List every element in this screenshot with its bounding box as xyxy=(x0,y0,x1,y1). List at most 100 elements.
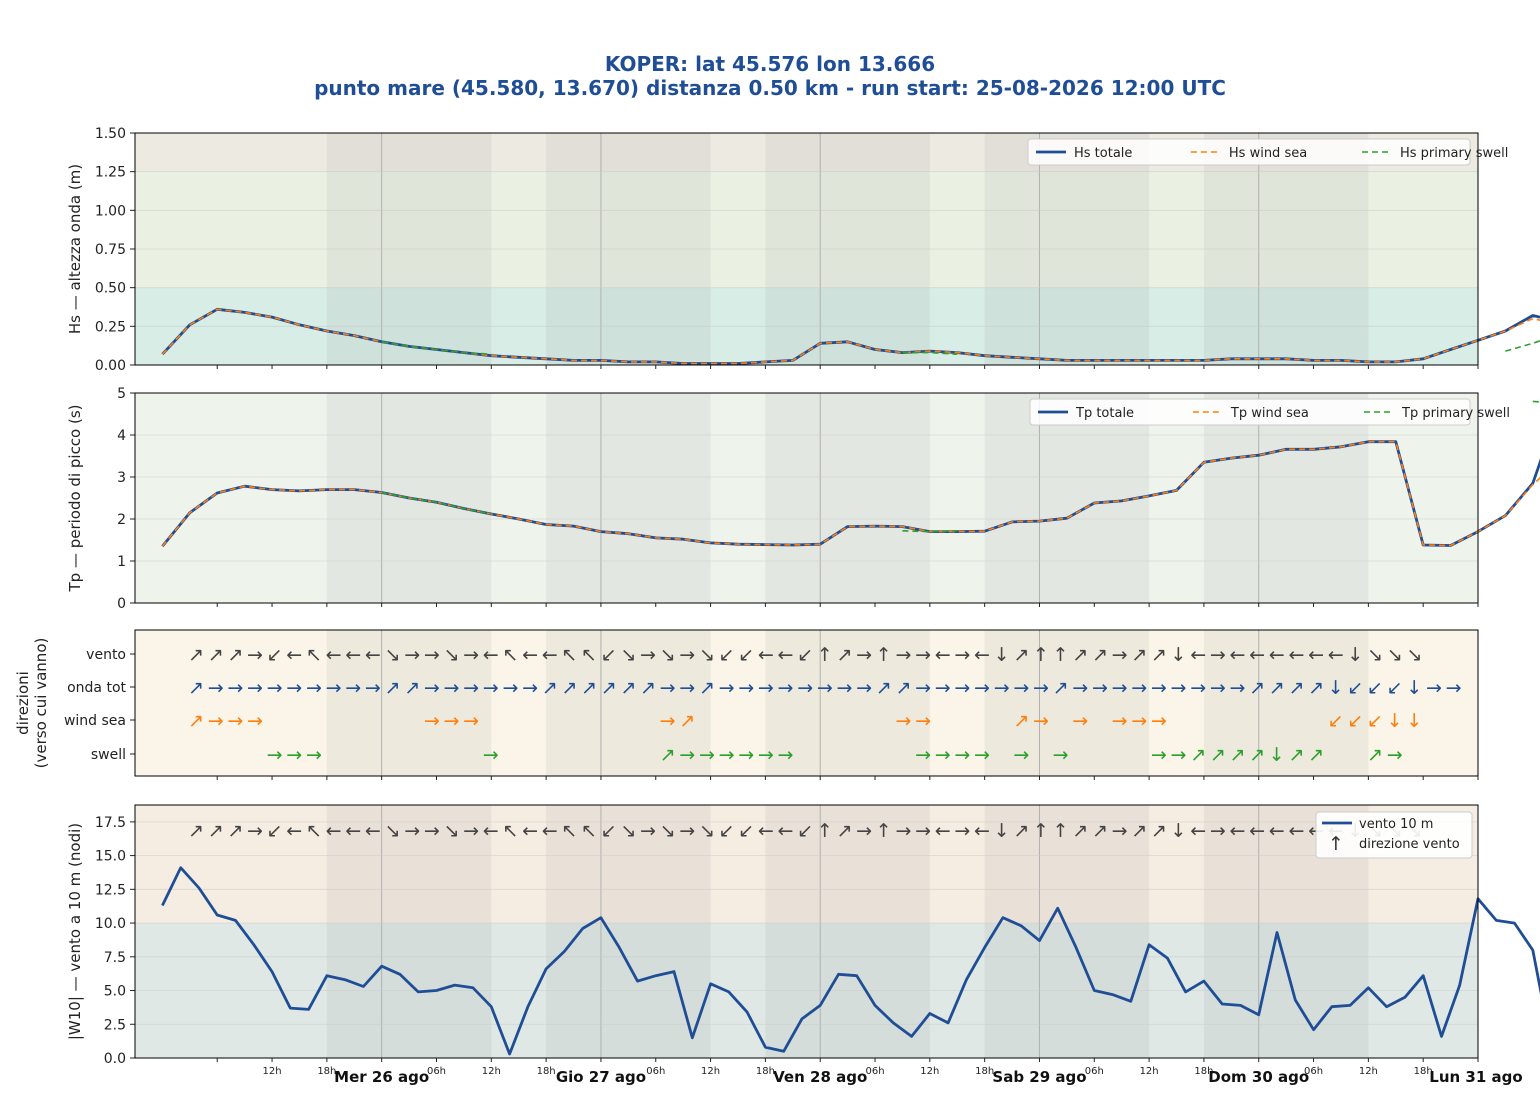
dir-arrow-0-43: ↑ xyxy=(1033,644,1049,666)
dir-arrow-1-15: → xyxy=(483,677,499,699)
dir-arrow-0-58: ← xyxy=(1328,644,1344,666)
dir-arrow-0-18: ← xyxy=(542,644,558,666)
dir-arrow-1-63: → xyxy=(1426,677,1442,699)
dir-arrow-1-59: ↙ xyxy=(1347,677,1363,699)
day-label-3: Sab 29 ago xyxy=(992,1068,1086,1086)
dir-arrow-0-62: ↘ xyxy=(1406,644,1422,666)
dir-arrow-1-58: ↓ xyxy=(1328,677,1344,699)
dir-arrow-0-22: ↘ xyxy=(620,644,636,666)
dir-arrow-0-26: ↘ xyxy=(699,644,715,666)
dir-arrow-1-39: → xyxy=(954,677,970,699)
dir-night-0 xyxy=(326,630,492,776)
dir-arrow-1-46: → xyxy=(1092,677,1108,699)
dir-arrow-0-38: ← xyxy=(935,644,951,666)
w10-arrow-7: ← xyxy=(326,820,342,842)
dir-arrow-1-42: → xyxy=(1013,677,1029,699)
hour-label-15: 12h xyxy=(1359,1066,1378,1077)
hs-ytick-label-5: 1.25 xyxy=(95,165,126,181)
dir-arrow-0-37: → xyxy=(915,644,931,666)
dir-arrow-1-26: ↗ xyxy=(699,677,715,699)
dir-arrow-3-40: → xyxy=(974,744,990,766)
tp-legend-label-1: Tp wind sea xyxy=(1230,406,1309,421)
dir-arrow-3-61: → xyxy=(1387,744,1403,766)
dir-arrow-0-20: ↖ xyxy=(581,644,597,666)
dir-arrow-1-45: → xyxy=(1072,677,1088,699)
dir-arrow-1-5: → xyxy=(286,677,302,699)
dir-arrow-1-22: ↗ xyxy=(620,677,636,699)
dir-arrow-0-55: ← xyxy=(1269,644,1285,666)
dir-arrow-0-24: ↘ xyxy=(660,644,676,666)
dir-arrow-1-57: ↗ xyxy=(1308,677,1324,699)
dir-arrow-0-53: ← xyxy=(1229,644,1245,666)
dir-arrow-2-2: → xyxy=(227,710,243,732)
hour-label-3: 12h xyxy=(482,1066,501,1077)
w10-arrow-29: ← xyxy=(758,820,774,842)
dir-arrow-1-32: → xyxy=(817,677,833,699)
dir-arrow-3-38: → xyxy=(935,744,951,766)
w10-ytick-label-0: 0.0 xyxy=(104,1051,126,1067)
wind-panel: 0.0 2.5 5.0 7.5 10.0 12.5 15.0 17.5 |W10| — vent… xyxy=(66,804,1540,1067)
w10-arrow-18: ← xyxy=(542,820,558,842)
dir-arrow-2-42: ↗ xyxy=(1013,710,1029,732)
tp-series-2 xyxy=(381,400,1540,533)
dir-arrow-1-21: ↗ xyxy=(601,677,617,699)
dir-arrow-3-42: → xyxy=(1013,744,1029,766)
dir-arrow-1-2: → xyxy=(227,677,243,699)
dir-arrow-3-24: ↗ xyxy=(660,744,676,766)
hs-legend-label-2: Hs primary swell xyxy=(1400,146,1508,161)
directions-panel: vento ↗ ↗ ↗ → ↙ ← ↖ ← ← ← ↘ → → ↘ → ← ↖ ← ← ↖ ↖ ↙ ↘ → ↘ → ↘ ↙ ↙ ← ← ↙ ↑ ↗ →… xyxy=(14,629,1479,780)
dir-arrow-0-29: ← xyxy=(758,644,774,666)
dir-arrow-3-60: ↗ xyxy=(1367,744,1383,766)
dir-arrow-0-30: ← xyxy=(778,644,794,666)
w10-night-1 xyxy=(546,805,711,1058)
dir-arrow-2-45: → xyxy=(1072,710,1088,732)
dir-arrow-2-24: → xyxy=(660,710,676,732)
w10-arrow-50: ↓ xyxy=(1171,820,1187,842)
w10-arrow-26: ↘ xyxy=(699,820,715,842)
w10-arrow-3: → xyxy=(247,820,263,842)
w10-arrow-20: ↖ xyxy=(581,820,597,842)
hour-label-0: 12h xyxy=(263,1066,282,1077)
dir-arrow-2-59: ↙ xyxy=(1347,710,1363,732)
hour-label-13: 18h xyxy=(1194,1066,1213,1077)
dir-arrow-0-11: → xyxy=(404,644,420,666)
dir-arrow-1-8: → xyxy=(345,677,361,699)
dir-arrow-0-33: ↗ xyxy=(836,644,852,666)
dir-arrow-0-34: → xyxy=(856,644,872,666)
hour-label-7: 18h xyxy=(756,1066,775,1077)
w10-arrow-21: ↙ xyxy=(601,820,617,842)
dir-arrow-1-24: → xyxy=(660,677,676,699)
dir-arrow-3-52: ↗ xyxy=(1210,744,1226,766)
hs-ytick-label-2: 0.50 xyxy=(95,281,126,297)
dir-arrow-0-56: ← xyxy=(1288,644,1304,666)
dir-arrow-1-64: → xyxy=(1446,677,1462,699)
dir-arrow-2-0: ↗ xyxy=(188,710,204,732)
dir-arrow-0-5: ← xyxy=(286,644,302,666)
w10-arrow-51: ← xyxy=(1190,820,1206,842)
w10-arrow-30: ← xyxy=(778,820,794,842)
dir-arrow-1-11: ↗ xyxy=(404,677,420,699)
w10-arrow-27: ↙ xyxy=(719,820,735,842)
dir-arrow-0-13: ↘ xyxy=(443,644,459,666)
dir-arrow-3-51: ↗ xyxy=(1190,744,1206,766)
dir-arrow-0-3: → xyxy=(247,644,263,666)
dir-night-3 xyxy=(984,630,1150,776)
hs-ylabel: Hs — altezza onda (m) xyxy=(66,164,84,334)
dir-arrow-1-4: → xyxy=(267,677,283,699)
dir-arrow-1-34: → xyxy=(856,677,872,699)
dir-night-1 xyxy=(546,630,711,776)
dir-arrow-1-62: ↓ xyxy=(1406,677,1422,699)
dir-arrow-2-25: ↗ xyxy=(679,710,695,732)
w10-arrow-22: ↘ xyxy=(620,820,636,842)
tp-night-2 xyxy=(765,393,930,603)
dir-arrow-1-25: → xyxy=(679,677,695,699)
w10-arrow-55: ← xyxy=(1269,820,1285,842)
tp-panel: 0 1 2 3 4 5 Tp — periodo di picco (s) Tp totale… xyxy=(66,386,1540,612)
dir-arrow-0-25: → xyxy=(679,644,695,666)
w10-arrow-17: ← xyxy=(522,820,538,842)
hour-label-1: 18h xyxy=(317,1066,336,1077)
hs-legend-label-1: Hs wind sea xyxy=(1229,146,1307,161)
dir-arrow-0-8: ← xyxy=(345,644,361,666)
day-label-0: Mer 26 ago xyxy=(334,1068,429,1086)
